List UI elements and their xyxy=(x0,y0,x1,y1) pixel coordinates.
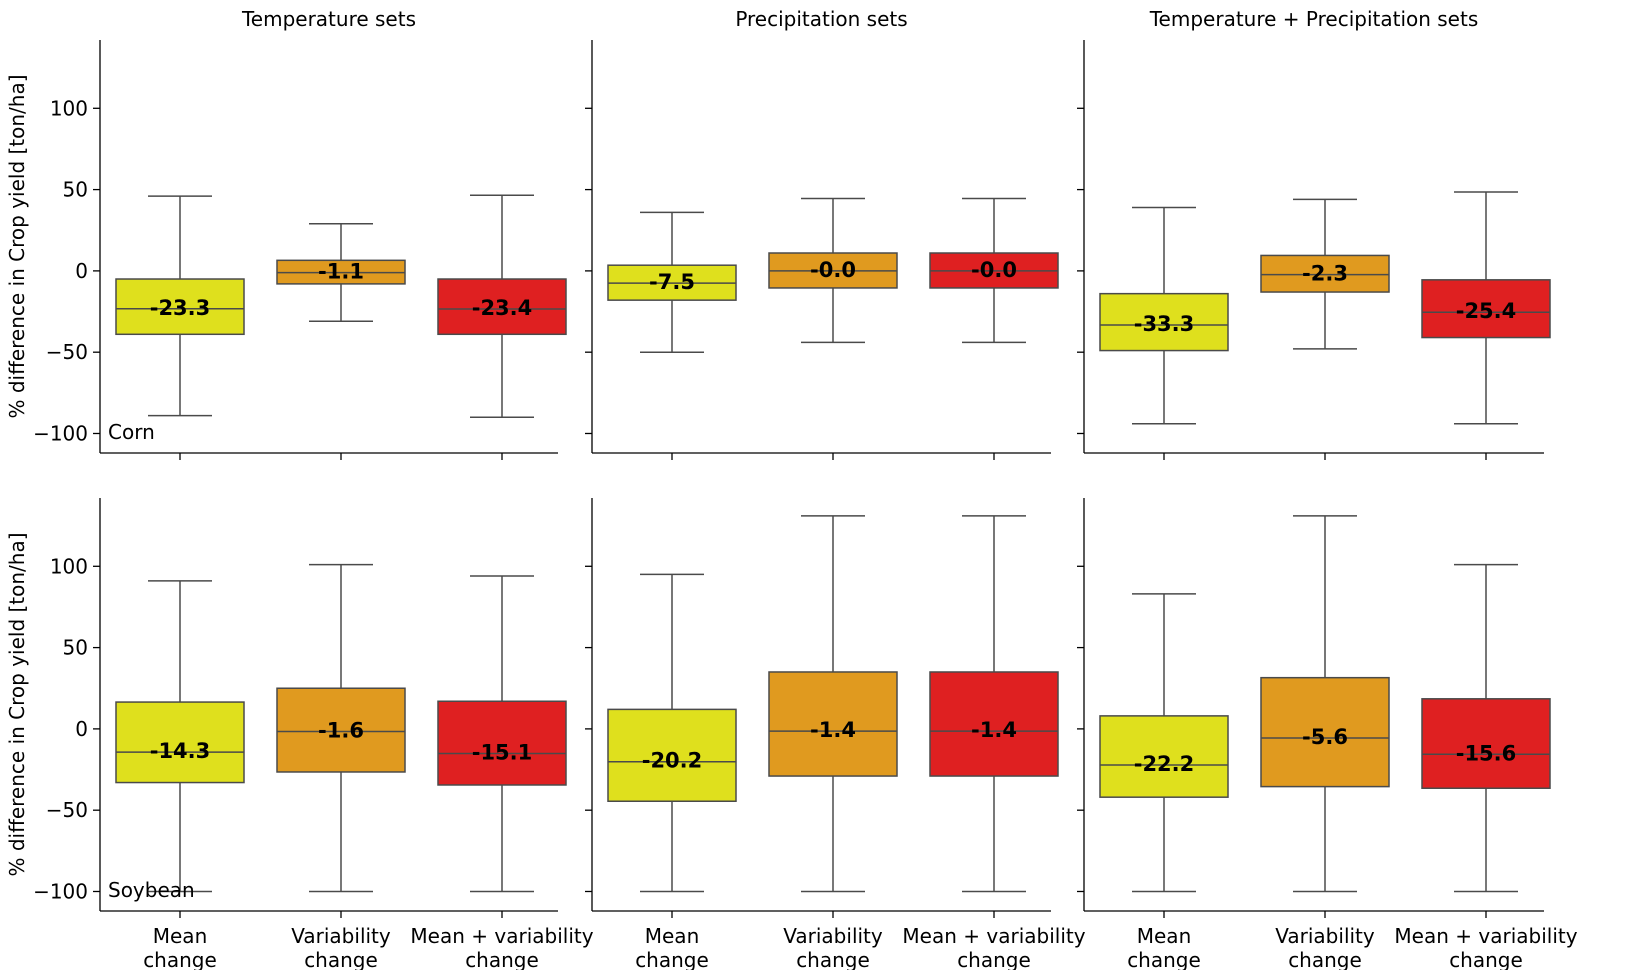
box-variability-change: -2.3 xyxy=(1260,198,1390,350)
iqr-box xyxy=(115,278,245,336)
box-mean-variability-change: -0.0 xyxy=(929,197,1059,344)
median-value-label: -1.4 xyxy=(971,718,1017,742)
panel-corn-temperature-precipitation-sets: -33.3 -2.3 -25.4 Temperature + Precipitatio… xyxy=(1077,7,1551,460)
median-value-label: -5.6 xyxy=(1302,725,1348,749)
y-tick-label: 0 xyxy=(75,259,88,283)
iqr-box xyxy=(768,671,898,777)
x-tick-label: Mean + variability change xyxy=(902,924,1085,970)
median-value-label: -1.6 xyxy=(318,718,364,742)
column-title-precipitation-sets: Precipitation sets xyxy=(735,7,907,31)
panel-corn-precipitation-sets: -7.5 -0.0 -0.0 Precipitation sets xyxy=(585,7,1059,460)
y-tick-label: 100 xyxy=(50,554,88,578)
median-value-label: -7.5 xyxy=(649,270,695,294)
median-value-label: -0.0 xyxy=(971,258,1017,282)
x-tick-label: Mean change xyxy=(143,924,217,970)
y-axis-label: % difference in Crop yield [ton/ha] xyxy=(5,532,29,876)
panel-soybean-precipitation-sets: -20.2 -1.4 -1.4 Mean change Variability change… xyxy=(585,498,1086,970)
iqr-box xyxy=(115,701,245,784)
box-mean-change: -14.3 xyxy=(115,580,245,893)
row-label-soybean: Soybean xyxy=(108,878,195,902)
median-value-label: -23.3 xyxy=(150,296,211,320)
y-tick-label: −100 xyxy=(33,879,88,903)
x-tick-label: Mean change xyxy=(635,924,709,970)
iqr-box xyxy=(437,700,567,786)
x-tick-label: Mean change xyxy=(1127,924,1201,970)
x-tick-label: Variability change xyxy=(291,924,391,970)
median-value-label: -25.4 xyxy=(1456,299,1517,323)
y-tick-label: −50 xyxy=(46,340,88,364)
box-mean-change: -33.3 xyxy=(1099,206,1229,425)
x-tick-label: Variability change xyxy=(1275,924,1375,970)
median-value-label: -22.2 xyxy=(1134,752,1195,776)
y-tick-label: 50 xyxy=(63,636,88,660)
y-tick-label: 50 xyxy=(63,178,88,202)
y-tick-label: 0 xyxy=(75,717,88,741)
y-tick-label: −100 xyxy=(33,421,88,445)
box-mean-change: -22.2 xyxy=(1099,593,1229,893)
column-title-temperature-precipitation-sets: Temperature + Precipitation sets xyxy=(1149,7,1479,31)
column-title-temperature-sets: Temperature sets xyxy=(241,7,416,31)
panel-soybean-temperature-sets: −100 −50 0 50 100 -14.3 -1.6 -15.1 Soybean Mean ch… xyxy=(33,498,594,970)
box-mean-variability-change: -15.6 xyxy=(1421,563,1551,893)
median-value-label: -20.2 xyxy=(642,749,703,773)
box-variability-change: -0.0 xyxy=(768,197,898,344)
iqr-box xyxy=(1099,292,1229,352)
box-variability-change: -1.4 xyxy=(768,515,898,893)
x-tick-label: Variability change xyxy=(783,924,883,970)
box-mean-change: -7.5 xyxy=(607,211,737,353)
x-tick-label: Mean + variability change xyxy=(1394,924,1577,970)
box-mean-variability-change: -25.4 xyxy=(1421,191,1551,425)
panel-corn-temperature-sets: −100 −50 0 50 100 -23.3 -1.1 -23.4 Corn Temperatu… xyxy=(33,7,567,460)
iqr-box xyxy=(276,687,406,773)
iqr-box xyxy=(607,708,737,802)
median-value-label: -23.4 xyxy=(472,296,533,320)
panel-soybean-temperature-precipitation-sets: -22.2 -5.6 -15.6 Mean change Variability chang… xyxy=(1077,498,1578,970)
median-value-label: -1.4 xyxy=(810,718,856,742)
median-value-label: -15.6 xyxy=(1456,741,1517,765)
iqr-box xyxy=(929,671,1059,777)
iqr-box xyxy=(437,278,567,336)
iqr-box xyxy=(1421,279,1551,339)
box-mean-variability-change: -15.1 xyxy=(437,575,567,893)
row-label-corn: Corn xyxy=(108,420,155,444)
iqr-box xyxy=(1260,254,1390,293)
box-mean-change: -23.3 xyxy=(115,195,245,417)
y-tick-label: −50 xyxy=(46,798,88,822)
median-value-label: -2.3 xyxy=(1302,262,1348,286)
box-variability-change: -5.6 xyxy=(1260,515,1390,893)
median-value-label: -33.3 xyxy=(1134,312,1195,336)
median-value-label: -0.0 xyxy=(810,258,856,282)
median-value-label: -14.3 xyxy=(150,739,211,763)
median-value-label: -1.1 xyxy=(318,260,364,284)
box-mean-variability-change: -23.4 xyxy=(437,194,567,418)
median-value-label: -15.1 xyxy=(472,740,533,764)
iqr-box xyxy=(1421,698,1551,789)
box-variability-change: -1.6 xyxy=(276,563,406,893)
box-mean-change: -20.2 xyxy=(607,573,737,893)
iqr-box xyxy=(1099,715,1229,798)
x-tick-label: Mean + variability change xyxy=(410,924,593,970)
y-axis-label: % difference in Crop yield [ton/ha] xyxy=(5,74,29,418)
iqr-box xyxy=(1260,676,1390,788)
box-mean-variability-change: -1.4 xyxy=(929,515,1059,893)
y-tick-label: 100 xyxy=(50,96,88,120)
box-variability-change: -1.1 xyxy=(276,222,406,323)
